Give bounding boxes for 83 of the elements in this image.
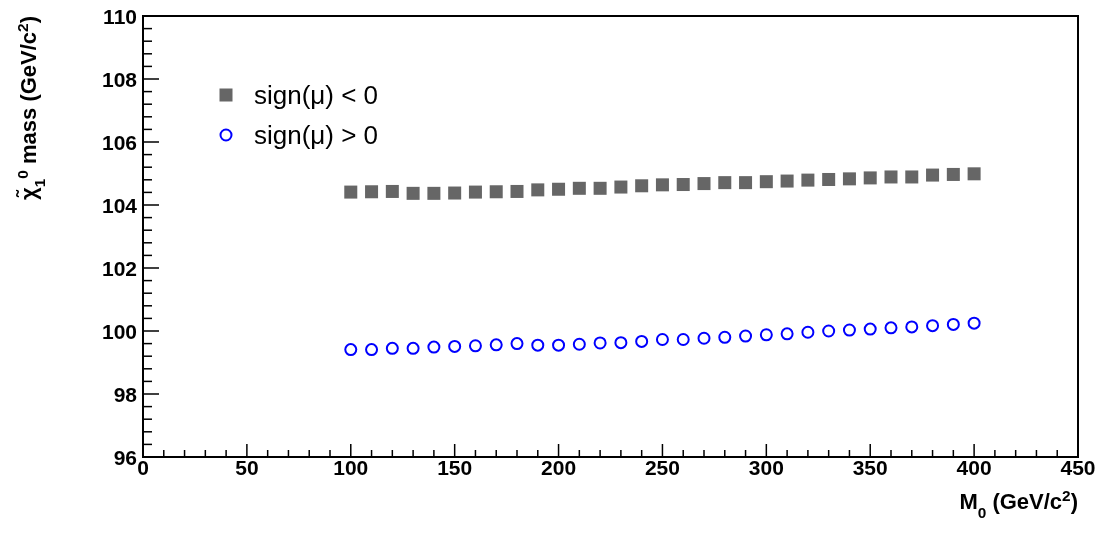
point <box>489 185 503 199</box>
x-tick-label: 0 <box>137 456 149 480</box>
point <box>593 181 607 195</box>
point <box>718 330 732 344</box>
point <box>635 334 649 348</box>
point <box>448 339 462 353</box>
y-tick-label: 104 <box>101 193 138 217</box>
x-tick-label: 300 <box>748 456 784 480</box>
point <box>884 321 898 335</box>
point <box>489 338 503 352</box>
point <box>822 324 836 338</box>
point <box>801 173 815 187</box>
point <box>759 175 773 189</box>
point <box>552 182 566 196</box>
y-tick-label: 100 <box>101 319 137 343</box>
x-axis-title: M$_{0}$ (GeV/c$^{2}$) <box>959 486 1078 521</box>
point <box>822 172 836 186</box>
x-tick-label: 50 <box>235 456 259 480</box>
y-tick-label: 106 <box>101 130 137 154</box>
point <box>697 331 711 345</box>
point <box>427 186 441 200</box>
point <box>572 337 586 351</box>
point <box>531 338 545 352</box>
point <box>593 336 607 350</box>
y-tick-label: 108 <box>101 67 138 91</box>
point <box>905 170 919 184</box>
x-tick-label: 250 <box>644 456 680 480</box>
point <box>510 184 524 198</box>
point <box>531 183 545 197</box>
point <box>655 178 669 192</box>
point <box>676 333 690 347</box>
y-tick-label: 102 <box>101 256 137 280</box>
point <box>739 329 753 343</box>
point <box>759 328 773 342</box>
point <box>406 341 420 355</box>
x-tick-label: 150 <box>437 456 473 480</box>
point <box>572 181 586 195</box>
x-tick-label: 350 <box>852 456 888 480</box>
point <box>967 167 981 181</box>
point <box>926 168 940 182</box>
y-tick-label: 96 <box>113 445 137 469</box>
point <box>468 185 482 199</box>
point <box>780 174 794 188</box>
point <box>510 337 524 351</box>
point <box>468 339 482 353</box>
y-tick-label: 98 <box>113 382 138 406</box>
point <box>365 343 379 357</box>
point <box>365 185 379 199</box>
point <box>967 316 981 330</box>
point <box>718 176 732 190</box>
point <box>905 320 919 334</box>
point <box>842 323 856 337</box>
point <box>801 325 815 339</box>
point <box>614 336 628 350</box>
point <box>635 179 649 193</box>
x-tick-label: 450 <box>1060 456 1096 480</box>
point <box>385 184 399 198</box>
point <box>863 171 877 185</box>
point <box>780 327 794 341</box>
point <box>552 338 566 352</box>
point <box>842 172 856 186</box>
legend-label: sign(μ) > 0 <box>254 120 379 150</box>
point <box>884 170 898 184</box>
point <box>655 333 669 347</box>
x-tick-label: 200 <box>541 456 577 480</box>
point <box>427 340 441 354</box>
point <box>406 186 420 200</box>
point <box>926 319 940 333</box>
point <box>946 317 960 331</box>
point <box>344 185 358 199</box>
point <box>614 180 628 194</box>
point <box>448 186 462 200</box>
point <box>697 177 711 191</box>
legend-label: sign(μ) < 0 <box>254 80 379 110</box>
point <box>946 167 960 181</box>
point <box>863 322 877 336</box>
point <box>739 176 753 190</box>
point <box>385 341 399 355</box>
point <box>344 343 358 357</box>
point <box>676 178 690 192</box>
x-tick-label: 100 <box>333 456 369 480</box>
x-tick-label: 400 <box>956 456 992 480</box>
y-tick-label: 110 <box>103 4 137 28</box>
